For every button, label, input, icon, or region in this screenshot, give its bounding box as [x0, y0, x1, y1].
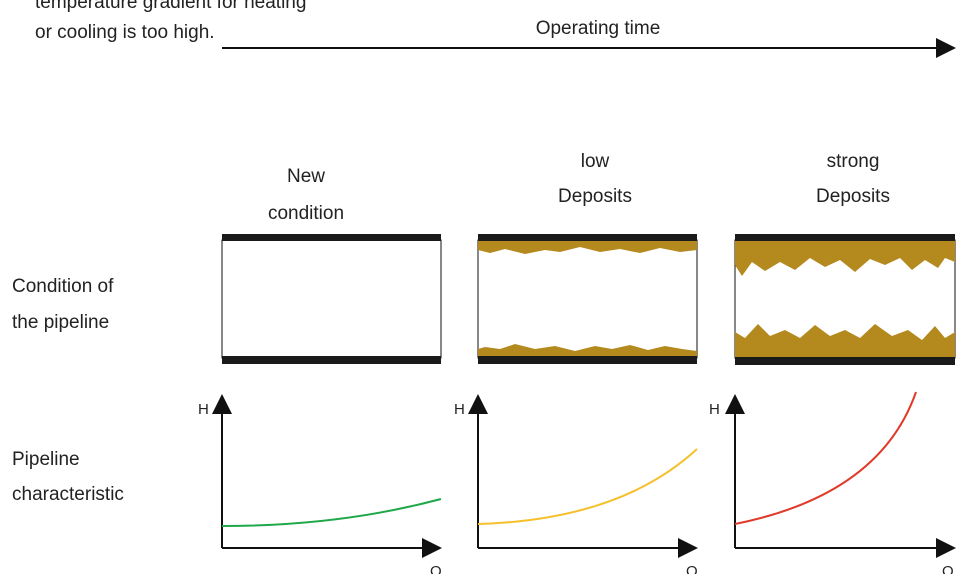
- pipe: [477, 234, 698, 364]
- note-line: temperature gradient for heating: [35, 0, 306, 13]
- row-label: the pipeline: [12, 312, 109, 333]
- characteristic-chart: [212, 394, 442, 558]
- axis-label: Q: [430, 563, 442, 574]
- column-label: New: [287, 166, 325, 187]
- characteristic-chart: [725, 391, 956, 558]
- axis-label: H: [454, 401, 465, 418]
- axis-label: H: [198, 401, 209, 418]
- column-label: Deposits: [558, 186, 632, 207]
- axis-label: H: [709, 401, 720, 418]
- column-label: condition: [268, 203, 344, 224]
- axis-label: Q: [942, 563, 954, 574]
- column-label: low: [581, 151, 610, 172]
- timeline-label: Operating time: [536, 18, 661, 39]
- column-label: strong: [827, 151, 880, 172]
- characteristic-chart: [468, 394, 698, 558]
- note-line: or cooling is too high.: [35, 22, 215, 43]
- pipe: [221, 234, 442, 364]
- column-label: Deposits: [816, 186, 890, 207]
- row-label: characteristic: [12, 484, 124, 505]
- row-label: Condition of: [12, 276, 114, 297]
- row-label: Pipeline: [12, 449, 80, 470]
- pipe: [734, 234, 956, 365]
- axis-label: Q: [686, 563, 698, 574]
